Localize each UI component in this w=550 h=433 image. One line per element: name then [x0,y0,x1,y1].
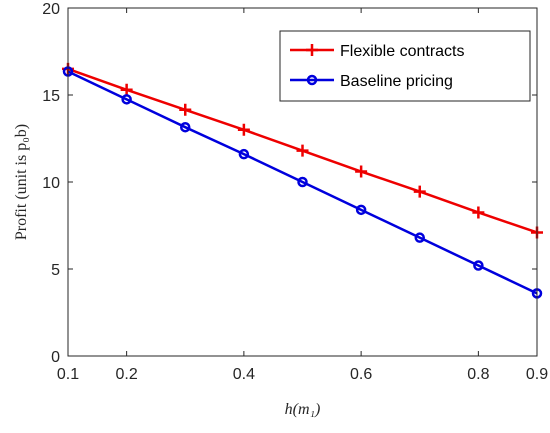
series-lines [62,62,543,299]
legend-marker-circle [306,74,318,86]
y-tick-label: 10 [42,175,60,192]
x-tick-label: 0.1 [57,366,79,383]
y-tick-label: 0 [51,349,60,366]
data-point-flexible-contracts [237,123,250,136]
data-point-flexible-contracts [296,144,309,157]
x-tick-label: 0.8 [467,366,489,383]
y-axis-label: Profit (unit is p₀b) [13,124,30,240]
data-point-baseline-pricing [414,232,425,243]
legend-marker-plus [306,44,318,56]
plot-frame [67,7,538,357]
series-flexible-contracts [62,62,543,239]
data-point-baseline-pricing [238,148,250,160]
x-tick-label: 0.2 [116,366,138,383]
data-point-flexible-contracts [355,165,368,178]
data-point-baseline-pricing [297,176,308,188]
legend: Flexible contracts Baseline pricing [279,30,531,102]
series-line-baseline-pricing [67,70,538,295]
data-point-flexible-contracts [413,185,426,198]
legend-label-baseline-pricing: Baseline pricing [340,73,453,90]
data-point-baseline-pricing [355,204,367,216]
legend-entry-flexible-contracts: Flexible contracts [290,43,465,60]
data-point-baseline-pricing [121,94,132,105]
x-tick-label: 0.9 [526,366,548,383]
y-tick-label: 20 [42,1,60,18]
y-tick-label: 5 [51,262,60,279]
data-point-flexible-contracts [472,206,485,219]
x-tick-label: 0.6 [350,366,372,383]
x-axis-label: h(m₁) [285,401,321,418]
legend-entry-baseline-pricing: Baseline pricing [290,73,453,90]
legend-label-flexible-contracts: Flexible contracts [340,43,465,60]
data-point-baseline-pricing [473,260,484,271]
data-point-baseline-pricing [180,121,191,133]
y-tick-label: 15 [42,88,60,105]
legend-box [279,30,531,102]
data-point-flexible-contracts [120,83,133,96]
data-point-flexible-contracts [179,103,192,116]
x-tick-label: 0.4 [233,366,255,383]
